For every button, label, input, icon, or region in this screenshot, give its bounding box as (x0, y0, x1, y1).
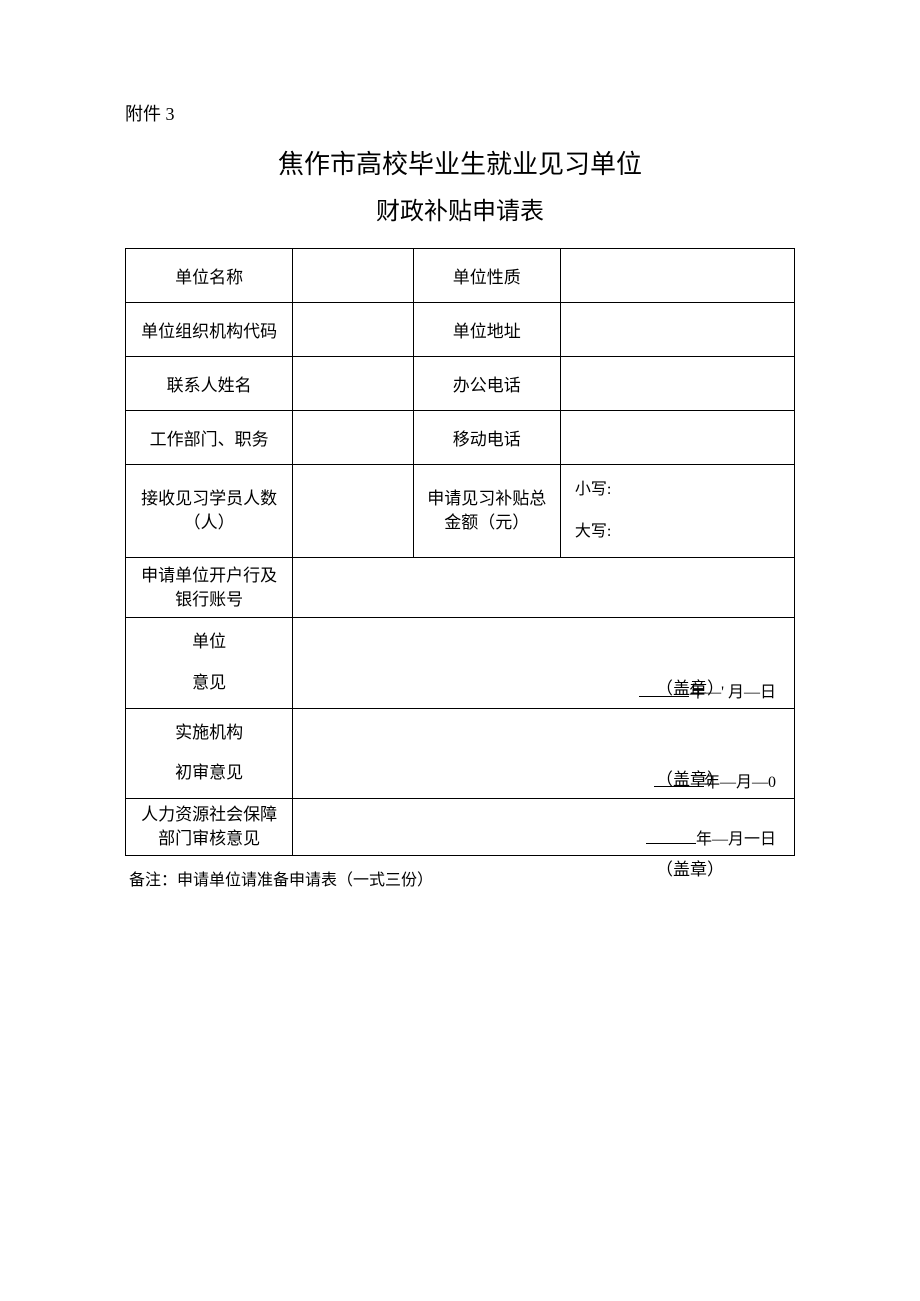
label-unit-nature: 单位性质 (413, 249, 560, 303)
table-row: 单位名称 单位性质 (126, 249, 795, 303)
label-unit-name: 单位名称 (126, 249, 293, 303)
label-intern-count-line1: 接收见习学员人数 (141, 489, 277, 508)
underline-blank (646, 828, 696, 844)
label-subsidy-amount-line1: 申请见习补贴总 (427, 489, 546, 508)
value-hr-opinion: （盖章） 年—月一日 (293, 799, 795, 856)
label-office-phone: 办公电话 (413, 357, 560, 411)
label-implement-opinion-line1: 实施机构 (175, 723, 243, 742)
label-implement-opinion: 实施机构 初审意见 (126, 708, 293, 799)
value-bank-account (293, 558, 795, 618)
value-implement-opinion: （盖章） 年—月—0 (293, 708, 795, 799)
value-dept-position (293, 411, 413, 465)
title-line2: 财政补贴申请表 (125, 191, 795, 226)
label-contact-name: 联系人姓名 (126, 357, 293, 411)
amount-small-label: 小写: (567, 469, 788, 511)
label-subsidy-amount: 申请见习补贴总 金额（元） (413, 465, 560, 558)
label-hr-opinion: 人力资源社会保障 部门审核意见 (126, 799, 293, 856)
table-row: 人力资源社会保障 部门审核意见 （盖章） 年—月一日 (126, 799, 795, 856)
value-org-code (293, 303, 413, 357)
date-line: 年—月一日 (646, 825, 776, 849)
table-row: 接收见习学员人数 （人） 申请见习补贴总 金额（元） 小写: 大写: (126, 465, 795, 558)
attachment-label: 附件 3 (125, 100, 795, 126)
table-row: 申请单位开户行及 银行账号 (126, 558, 795, 618)
date-text: 年—月—0 (704, 774, 776, 791)
label-implement-opinion-line2: 初审意见 (175, 763, 243, 782)
date-text: 年—月一日 (696, 831, 776, 848)
label-subsidy-amount-line2: 金额（元） (444, 513, 529, 532)
label-unit-address: 单位地址 (413, 303, 560, 357)
value-unit-address (560, 303, 794, 357)
value-office-phone (560, 357, 794, 411)
label-mobile-phone: 移动电话 (413, 411, 560, 465)
label-intern-count: 接收见习学员人数 （人） (126, 465, 293, 558)
date-line: 年—' 月—日 (639, 678, 776, 702)
value-contact-name (293, 357, 413, 411)
value-mobile-phone (560, 411, 794, 465)
table-row: 实施机构 初审意见 （盖章） 年—月—0 (126, 708, 795, 799)
table-row: 单位组织机构代码 单位地址 (126, 303, 795, 357)
value-subsidy-amount: 小写: 大写: (560, 465, 794, 558)
table-row: 单位 意见 （盖章） 年—' 月—日 (126, 618, 795, 709)
label-org-code: 单位组织机构代码 (126, 303, 293, 357)
label-dept-position: 工作部门、职务 (126, 411, 293, 465)
label-unit-opinion-line2: 意见 (192, 673, 226, 692)
underline-blank (639, 681, 689, 697)
label-hr-opinion-line1: 人力资源社会保障 (141, 805, 277, 824)
date-line: 年—月—0 (654, 768, 776, 792)
label-bank-account: 申请单位开户行及 银行账号 (126, 558, 293, 618)
label-unit-opinion-line1: 单位 (192, 632, 226, 651)
table-row: 联系人姓名 办公电话 (126, 357, 795, 411)
amount-big-label: 大写: (567, 511, 788, 553)
label-intern-count-line2: （人） (184, 513, 235, 532)
seal-text: （盖章） (656, 855, 724, 880)
value-intern-count (293, 465, 413, 558)
title-line1: 焦作市高校毕业生就业见习单位 (125, 144, 795, 181)
label-bank-account-line1: 申请单位开户行及 (141, 566, 277, 585)
underline-blank (654, 771, 704, 787)
label-hr-opinion-line2: 部门审核意见 (158, 829, 260, 848)
value-unit-opinion: （盖章） 年—' 月—日 (293, 618, 795, 709)
label-bank-account-line2: 银行账号 (175, 590, 243, 609)
table-row: 工作部门、职务 移动电话 (126, 411, 795, 465)
application-form-table: 单位名称 单位性质 单位组织机构代码 单位地址 联系人姓名 办公电话 工作部门、… (125, 248, 795, 856)
value-unit-nature (560, 249, 794, 303)
value-unit-name (293, 249, 413, 303)
label-unit-opinion: 单位 意见 (126, 618, 293, 709)
date-text: 年—' 月—日 (689, 684, 776, 701)
